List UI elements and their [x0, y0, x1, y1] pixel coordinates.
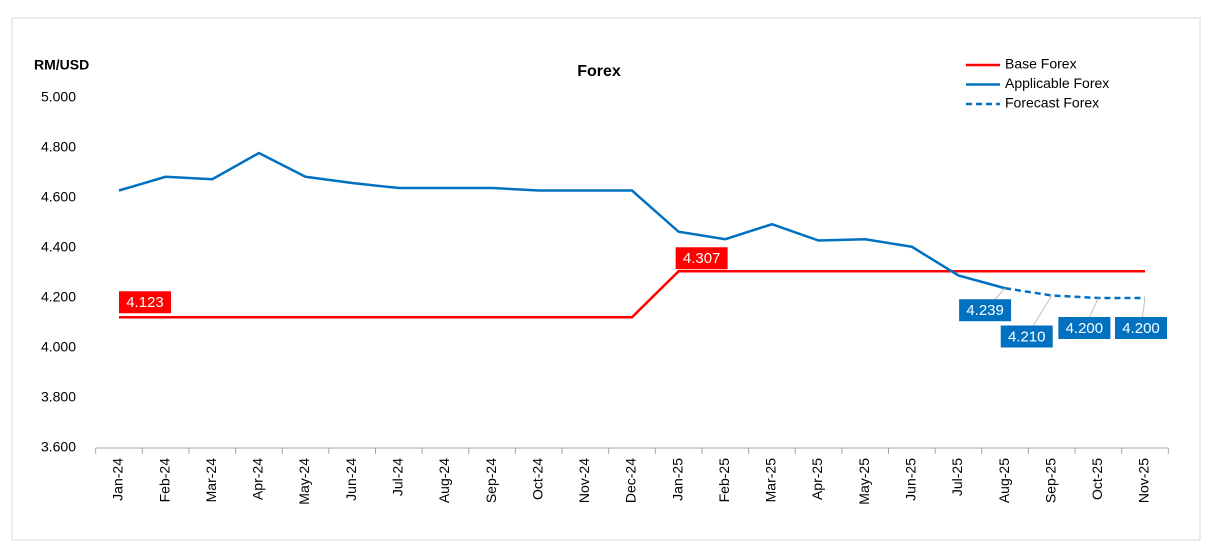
x-tick-label: Apr-24: [250, 458, 266, 500]
y-tick-label: 4.200: [41, 289, 76, 305]
x-tick-label: Jul-25: [949, 458, 965, 496]
value-label: 4.239: [966, 302, 1004, 319]
x-tick-label: May-24: [296, 458, 312, 505]
y-axis-label: RM/USD: [34, 57, 89, 73]
x-tick-label: Jul-24: [390, 458, 406, 496]
x-tick-label: Mar-24: [203, 458, 219, 503]
series-line: [119, 270, 1145, 319]
x-tick-label: Feb-24: [156, 458, 172, 503]
series-line: [118, 151, 1006, 290]
value-label-box: [1115, 317, 1167, 339]
value-label-box: [675, 247, 728, 270]
x-tick-label: Sep-24: [483, 458, 499, 503]
y-tick-label: 4.600: [41, 189, 76, 205]
legend-label: Forecast Forex: [1005, 95, 1099, 111]
legend-label: Base Forex: [1005, 56, 1077, 72]
chart-title: Forex: [577, 63, 621, 80]
x-tick-label: Jun-25: [903, 458, 919, 501]
y-tick-label: 3.800: [41, 389, 76, 405]
x-tick-label: Jan-25: [669, 458, 685, 501]
y-tick-label: 3.600: [41, 439, 76, 455]
value-label: 4.307: [683, 250, 721, 267]
value-label: 4.200: [1066, 320, 1104, 337]
value-label: 4.210: [1008, 328, 1046, 345]
x-tick-label: Dec-24: [623, 458, 639, 503]
x-tick-label: Nov-25: [1136, 458, 1152, 503]
x-tick-label: May-25: [856, 458, 872, 505]
value-label: 4.200: [1122, 320, 1160, 337]
value-label-box: [1000, 325, 1053, 348]
value-label-box: [1058, 317, 1111, 339]
x-tick-label: Jun-24: [343, 458, 359, 501]
y-tick-label: 5.000: [41, 89, 76, 105]
x-tick-label: Feb-25: [716, 458, 732, 503]
y-tick-label: 4.800: [41, 139, 76, 155]
x-tick-label: Sep-25: [1042, 458, 1058, 503]
x-tick-label: Apr-25: [809, 458, 825, 500]
chart-border: [11, 17, 1201, 541]
x-tick-label: Oct-24: [529, 458, 545, 500]
x-tick-label: Mar-25: [763, 458, 779, 503]
y-tick-label: 4.000: [41, 339, 76, 355]
legend-label: Applicable Forex: [1005, 75, 1109, 91]
value-label-box: [119, 291, 171, 314]
x-tick-label: Oct-25: [1089, 458, 1105, 500]
value-label: 4.123: [126, 294, 164, 311]
x-tick-label: Nov-24: [576, 458, 592, 503]
x-tick-label: Aug-25: [996, 458, 1012, 503]
series-line: [1004, 287, 1145, 300]
value-label-box: [959, 299, 1012, 322]
x-tick-label: Aug-24: [436, 458, 452, 503]
x-tick-label: Jan-24: [110, 458, 126, 501]
y-tick-label: 4.400: [41, 239, 76, 255]
